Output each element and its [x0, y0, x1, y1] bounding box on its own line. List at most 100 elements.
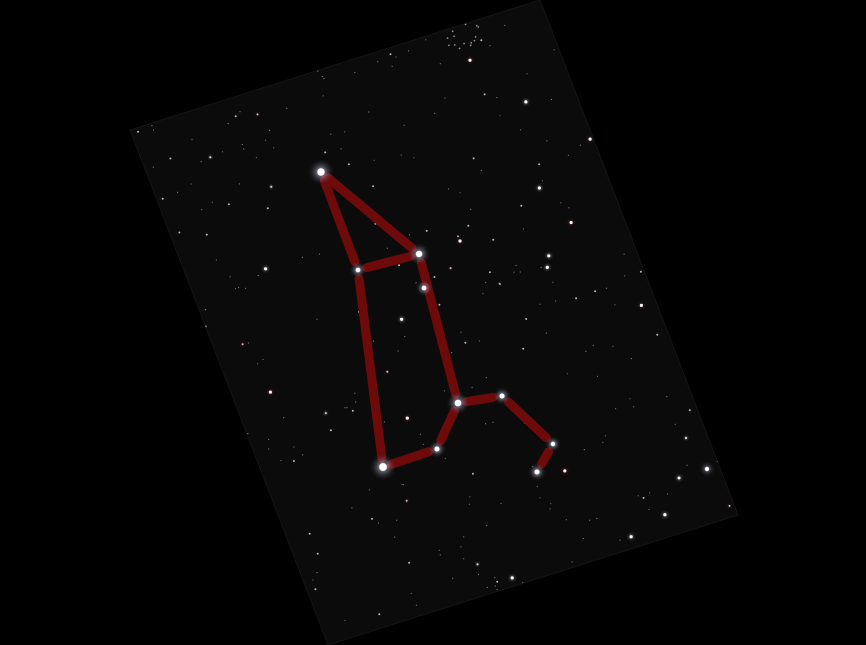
field-star — [504, 24, 506, 26]
field-star — [486, 586, 488, 589]
field-star — [413, 157, 415, 159]
field-star — [137, 130, 139, 133]
field-star — [152, 166, 154, 168]
field-star — [397, 350, 399, 352]
field-star — [439, 554, 441, 556]
field-star — [238, 287, 240, 289]
field-star — [316, 552, 319, 555]
field-star — [347, 163, 350, 166]
cluster-star — [451, 30, 454, 33]
field-star — [538, 163, 541, 166]
field-star — [486, 524, 488, 527]
field-star — [571, 561, 573, 563]
field-star — [592, 344, 594, 346]
field-star — [550, 503, 552, 505]
field-star — [614, 304, 616, 306]
field-star — [280, 459, 282, 462]
field-star — [541, 180, 544, 182]
field-star — [316, 318, 318, 320]
field-star — [264, 267, 268, 271]
field-star — [666, 396, 668, 398]
field-star — [152, 129, 155, 131]
field-star — [560, 202, 562, 204]
field-star — [629, 535, 633, 539]
cluster-star — [463, 42, 465, 45]
field-star — [262, 358, 264, 360]
field-star — [536, 485, 538, 488]
field-star — [270, 185, 273, 188]
field-star — [624, 275, 626, 277]
field-star — [433, 276, 436, 278]
field-star — [648, 508, 650, 511]
field-star — [239, 111, 241, 113]
field-star — [522, 347, 525, 350]
field-star — [247, 432, 249, 435]
field-star — [227, 203, 230, 206]
field-star — [596, 375, 599, 377]
field-star — [728, 504, 731, 507]
field-star — [594, 290, 597, 293]
field-star — [520, 204, 523, 207]
field-star — [404, 335, 406, 338]
field-star — [524, 100, 528, 104]
field-star — [582, 537, 584, 540]
field-star — [378, 613, 381, 616]
field-star — [460, 546, 462, 548]
field-star — [619, 539, 621, 541]
field-star — [467, 224, 470, 227]
field-star — [377, 61, 379, 63]
field-star — [468, 503, 470, 505]
field-star — [469, 496, 471, 498]
cluster-star — [446, 37, 449, 39]
constellation-star-s8 — [427, 439, 447, 459]
field-star — [539, 497, 541, 499]
field-star — [273, 147, 275, 149]
field-star — [292, 460, 295, 462]
field-star — [522, 582, 524, 584]
field-star — [215, 259, 217, 261]
field-star — [604, 435, 607, 437]
field-star — [372, 185, 375, 188]
cluster-star — [473, 39, 476, 42]
cluster-star — [458, 47, 461, 50]
constellation-star-s5 — [445, 390, 471, 416]
field-star — [329, 429, 332, 432]
field-star — [615, 408, 617, 410]
field-star — [425, 39, 427, 41]
field-star — [463, 558, 465, 560]
field-star — [545, 265, 549, 269]
field-star — [549, 508, 551, 510]
field-star — [499, 115, 501, 117]
field-star — [415, 604, 417, 606]
field-star — [177, 191, 179, 193]
field-star — [688, 409, 691, 412]
cluster-star — [474, 36, 477, 38]
field-star — [302, 454, 304, 456]
field-star — [515, 264, 517, 266]
constellation-line-s3-s2 — [362, 251, 415, 273]
field-star — [391, 65, 393, 67]
field-star — [344, 407, 346, 409]
field-star — [318, 253, 321, 255]
field-star — [496, 588, 498, 591]
field-star — [355, 401, 357, 403]
field-star — [612, 345, 614, 347]
field-star — [241, 343, 244, 346]
field-star — [477, 573, 480, 576]
field-star — [663, 513, 667, 517]
field-star — [568, 207, 570, 209]
field-star — [371, 517, 373, 520]
constellation-line-s5-s6 — [462, 392, 498, 407]
field-star — [567, 154, 570, 156]
field-star — [642, 496, 645, 499]
field-star — [238, 183, 240, 185]
field-star — [201, 209, 203, 211]
field-star — [470, 208, 472, 210]
field-star — [588, 137, 592, 141]
edge-star — [685, 437, 687, 439]
field-star — [483, 93, 486, 96]
field-star — [464, 341, 467, 344]
field-star — [243, 148, 245, 150]
field-star — [241, 143, 243, 146]
field-star — [666, 493, 669, 495]
